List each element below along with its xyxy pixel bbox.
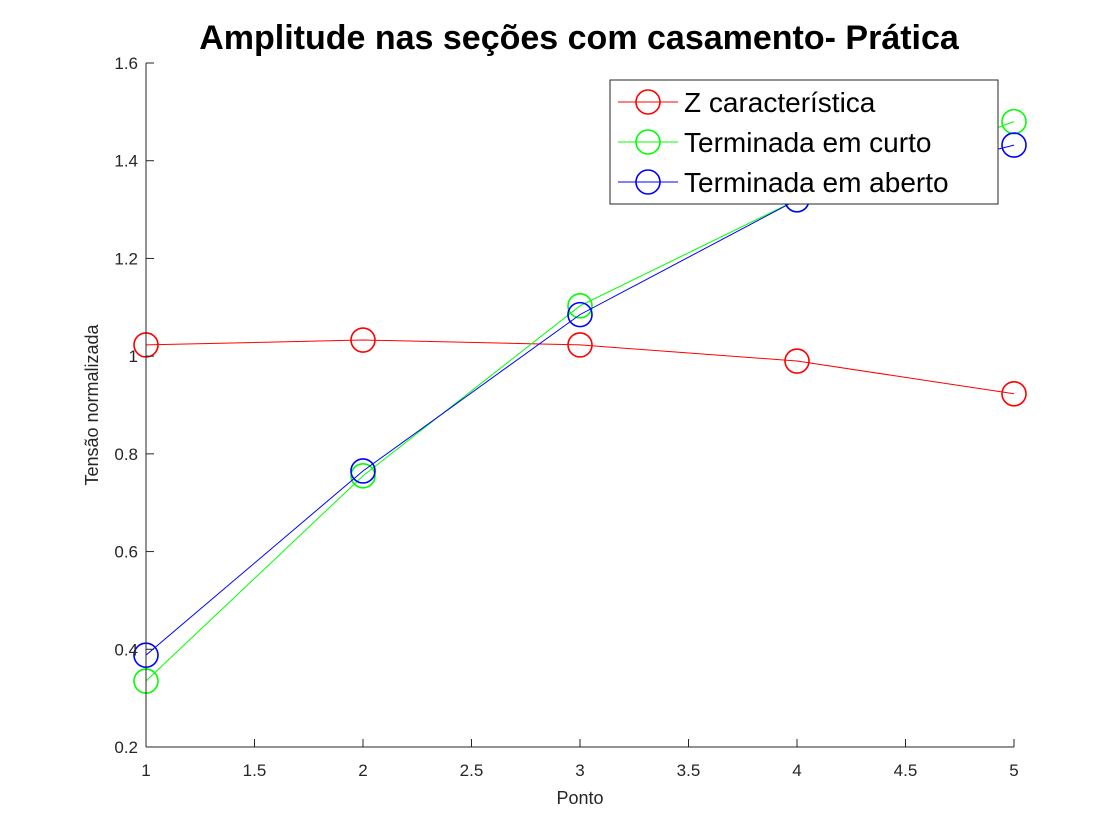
plot-area: 1 1.5 2 2.5 3 3.5 4 4.5 5 0.2 0.4 0.6 0.8 1 1.2 1.4 1.6: [114, 54, 1027, 780]
data-point: [784, 348, 810, 374]
data-point: [567, 301, 593, 328]
y-ticks: 0.2 0.4 0.6 0.8 1 1.2 1.4 1.6: [114, 54, 154, 757]
x-tick-label: 3: [575, 761, 584, 780]
data-point: [567, 293, 593, 319]
legend-marker-swatch: [635, 169, 661, 195]
x-tick-label: 4.5: [894, 761, 918, 780]
y-tick-label: 1: [129, 347, 138, 366]
x-tick-label: 2.5: [460, 761, 484, 780]
chart-title: Amplitude nas seções com casamento- Prát…: [199, 19, 960, 57]
series-line: [145, 121, 1015, 682]
data-point: [350, 463, 376, 489]
x-ticks: 1 1.5 2 2.5 3 3.5 4 4.5 5: [141, 739, 1019, 780]
x-tick-label: 2: [358, 761, 367, 780]
series-3: [133, 132, 1027, 668]
y-tick-label: 1.2: [114, 249, 138, 268]
data-point: [567, 332, 593, 358]
x-axis-label: Ponto: [556, 788, 603, 808]
series-line: [145, 144, 1015, 656]
legend-label: Terminada em curto: [684, 127, 931, 158]
legend-label: Terminada em aberto: [684, 167, 949, 198]
legend-entry: Terminada em curto: [618, 127, 931, 158]
x-tick-label: 3.5: [677, 761, 701, 780]
x-tick-label: 4: [792, 761, 801, 780]
legend-marker-swatch: [635, 89, 661, 115]
series-1: [133, 327, 1027, 407]
legend-items: Z característica Terminada em curto Termin…: [618, 87, 949, 198]
y-tick-label: 0.6: [114, 543, 138, 562]
series-line: [145, 339, 1015, 395]
data-point: [1001, 132, 1027, 158]
x-tick-label: 1.5: [243, 761, 267, 780]
y-tick-label: 1.6: [114, 54, 138, 73]
legend-label: Z característica: [684, 87, 876, 118]
y-axis-label: Tensão normalizada: [82, 323, 102, 485]
y-tick-label: 0.8: [114, 445, 138, 464]
x-tick-label: 1: [141, 761, 150, 780]
legend: Z característica Terminada em curto Termin…: [609, 79, 999, 205]
x-tick-label: 5: [1009, 761, 1018, 780]
legend-entry: Terminada em aberto: [618, 167, 949, 198]
data-point: [350, 458, 376, 484]
data-point: [1001, 380, 1027, 407]
legend-entry: Z característica: [618, 87, 876, 118]
legend-marker-swatch: [635, 129, 661, 155]
y-tick-label: 1.4: [114, 152, 138, 171]
y-tick-label: 0.2: [114, 738, 138, 757]
y-tick-label: 0.4: [114, 640, 138, 659]
data-point: [350, 327, 376, 353]
